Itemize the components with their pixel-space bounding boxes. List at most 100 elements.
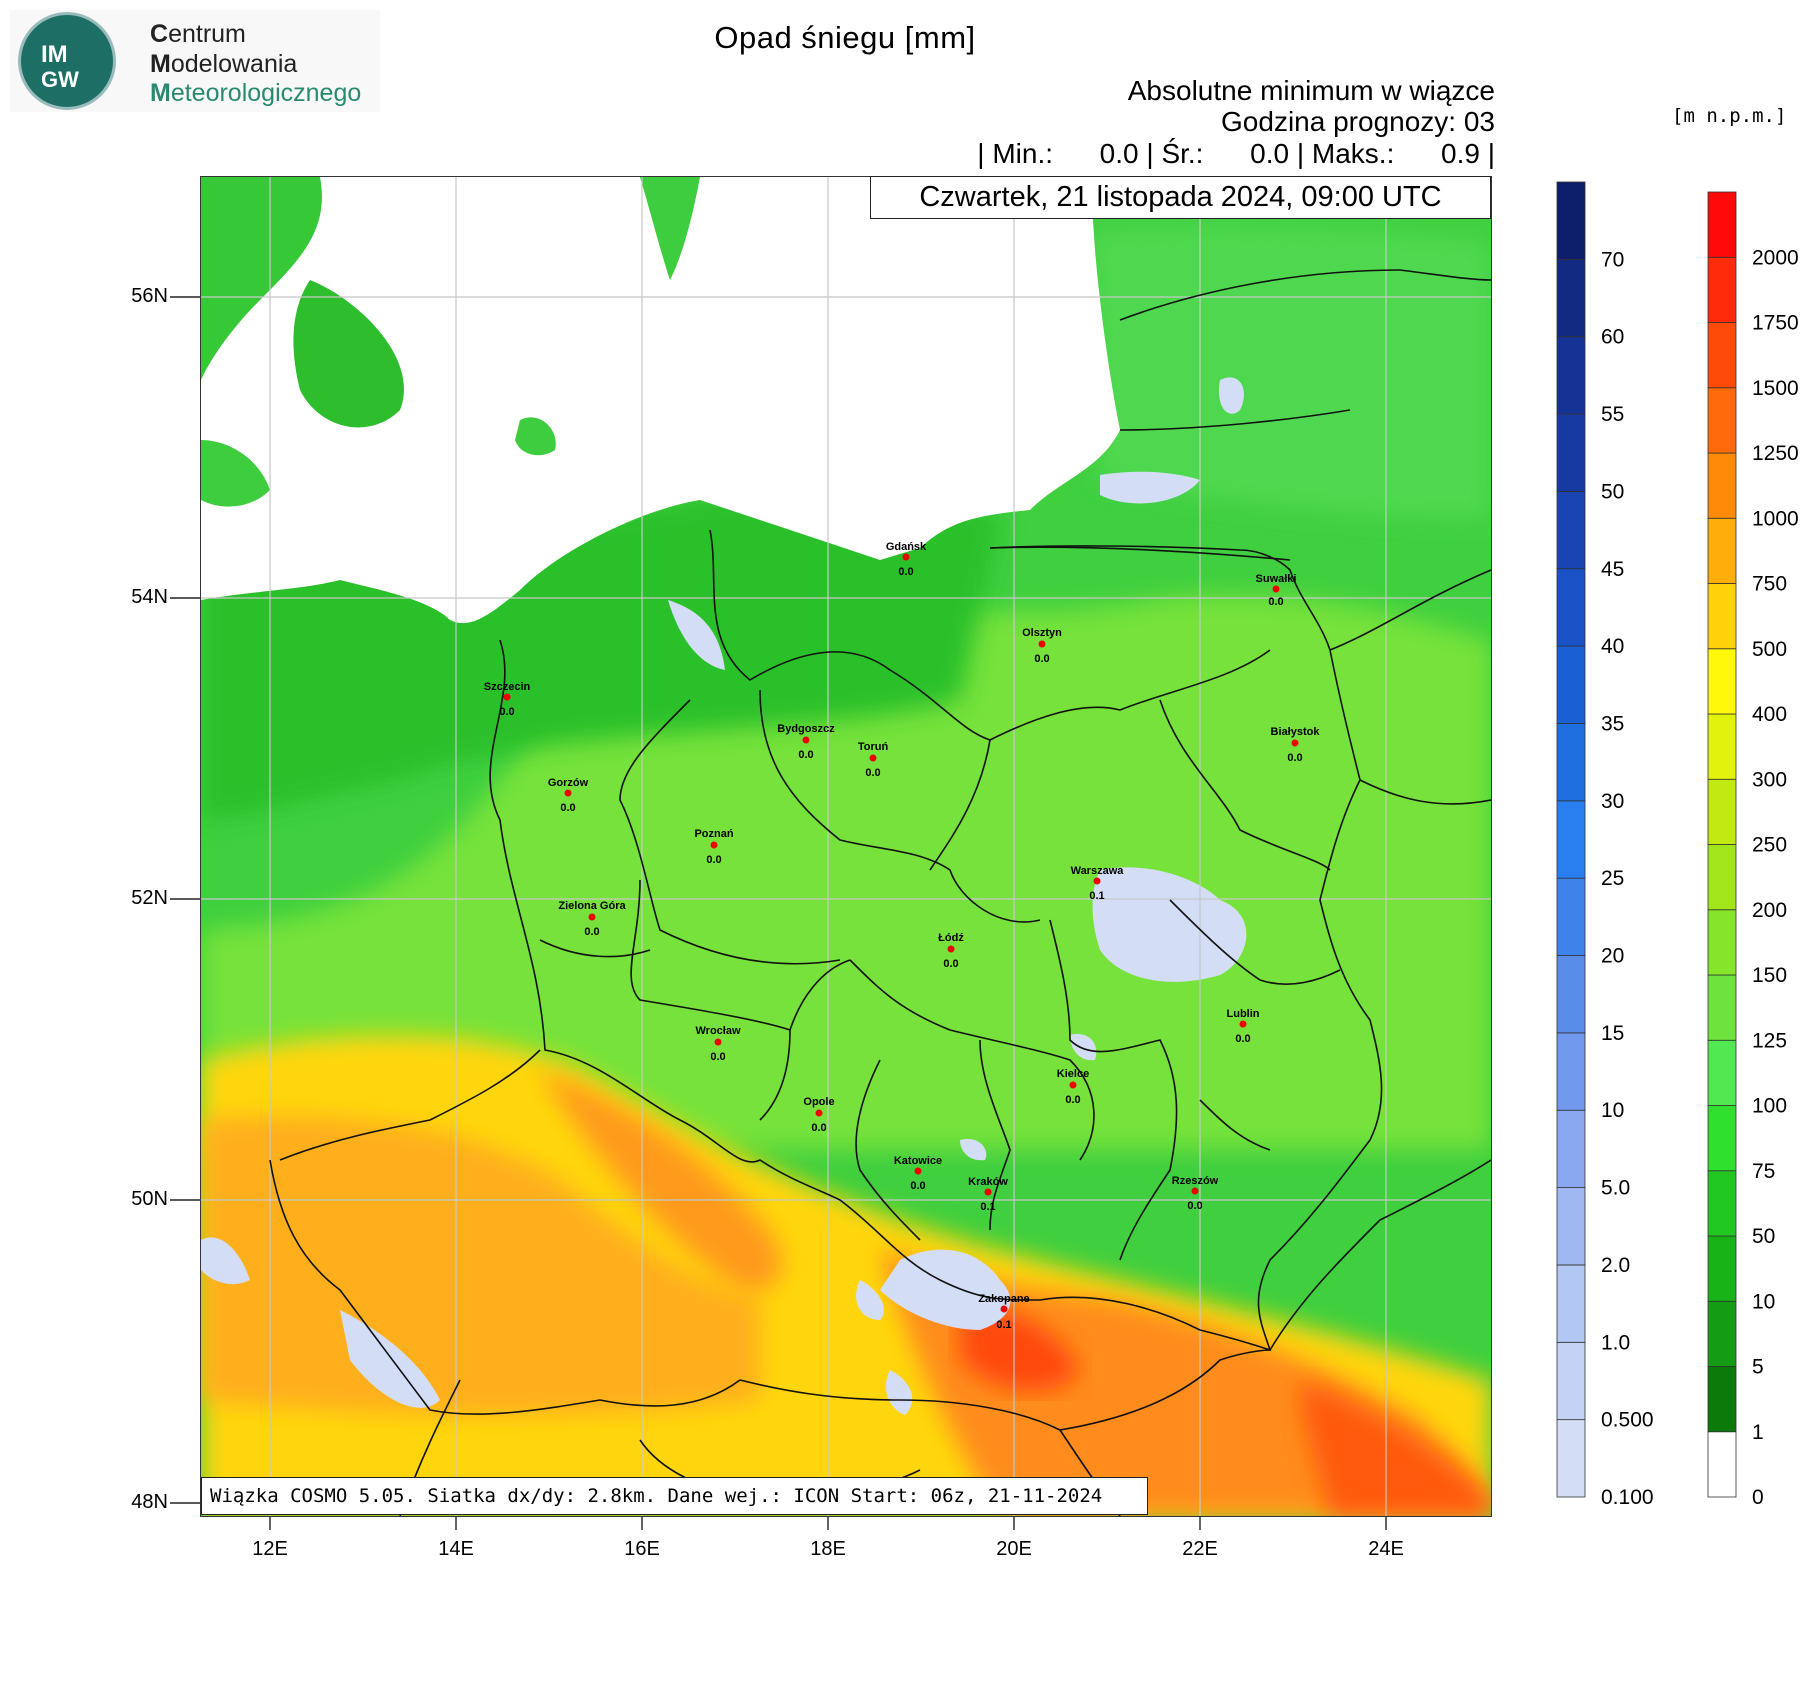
city-wroclaw: Wrocław 0.0 bbox=[695, 1025, 740, 1063]
lat-label: 48N bbox=[131, 1491, 168, 1513]
elevation-swatch bbox=[1707, 1431, 1737, 1498]
precip-swatch bbox=[1556, 1187, 1586, 1266]
city-name: Zielona Góra bbox=[558, 900, 626, 912]
elevation-label: 300 bbox=[1752, 768, 1787, 791]
precip-label: 40 bbox=[1601, 635, 1624, 658]
lat-label: 54N bbox=[131, 586, 168, 608]
elevation-label: 75 bbox=[1752, 1160, 1775, 1183]
precip-swatch bbox=[1556, 181, 1586, 260]
oland-island bbox=[640, 177, 700, 280]
precip-colorbar: 0.100 0.500 1.0 2.0 5.0 10 15 20 25 30 35 40 45 50 55 6… bbox=[1556, 181, 1654, 1509]
city-name: Lublin bbox=[1227, 1008, 1260, 1020]
lat-label: 52N bbox=[131, 887, 168, 909]
elevation-label: 10 bbox=[1752, 1290, 1775, 1313]
city-name: Poznań bbox=[694, 828, 733, 840]
baltic-states-land bbox=[1090, 225, 1491, 521]
city-gdansk: Gdańsk 0.0 bbox=[886, 541, 927, 578]
city-warszawa: Warszawa 0.1 bbox=[1071, 865, 1125, 902]
elevation-label: 5 bbox=[1752, 1356, 1764, 1379]
elevation-swatch bbox=[1707, 1235, 1737, 1302]
city-poznan: Poznań 0.0 bbox=[694, 828, 733, 866]
axis-ticks bbox=[170, 296, 1387, 1530]
elevation-label: 100 bbox=[1752, 1095, 1787, 1118]
precip-swatch bbox=[1556, 723, 1586, 802]
city-rzeszow: Rzeszów 0.0 bbox=[1172, 1175, 1219, 1212]
city-name: Bydgoszcz bbox=[777, 723, 835, 735]
lon-label: 18E bbox=[810, 1538, 846, 1560]
city-value: 0.0 bbox=[943, 958, 958, 970]
city-gorzow: Gorzów 0.0 bbox=[548, 777, 589, 814]
org-name-line3: Meteorologicznego bbox=[150, 79, 362, 107]
city-name: Zakopane bbox=[978, 1293, 1029, 1305]
city-value: 0.0 bbox=[560, 802, 575, 814]
logo-badge-line2: GW bbox=[41, 67, 79, 92]
elevation-label: 400 bbox=[1752, 703, 1787, 726]
city-value: 0.0 bbox=[910, 1180, 925, 1192]
precip-swatch bbox=[1556, 258, 1586, 338]
elevation-label: 200 bbox=[1752, 899, 1787, 922]
precip-label: 15 bbox=[1601, 1022, 1624, 1045]
precip-swatch bbox=[1556, 1032, 1586, 1111]
precip-label: 55 bbox=[1601, 403, 1624, 426]
elevation-label: 1250 bbox=[1752, 442, 1799, 465]
sweden-south-land bbox=[201, 177, 322, 380]
elevation-swatch bbox=[1707, 256, 1737, 323]
elevation-label: 150 bbox=[1752, 964, 1787, 987]
city-name: Olsztyn bbox=[1022, 627, 1062, 639]
elevation-swatch bbox=[1707, 1170, 1737, 1237]
lat-label: 50N bbox=[131, 1188, 168, 1210]
elevation-swatch bbox=[1707, 713, 1737, 780]
precip-swatch bbox=[1556, 1341, 1586, 1421]
bohemian-highlands bbox=[201, 1116, 760, 1415]
scania-land bbox=[293, 280, 404, 428]
lon-label: 16E bbox=[624, 1538, 660, 1560]
elevation-swatch bbox=[1707, 909, 1737, 976]
city-value: 0.0 bbox=[584, 926, 599, 938]
city-krakow: Kraków 0.1 bbox=[968, 1176, 1008, 1213]
elevation-swatch bbox=[1707, 517, 1737, 584]
precip-swatch bbox=[1556, 1109, 1586, 1188]
city-value: 0.0 bbox=[1034, 653, 1049, 665]
elevation-swatch bbox=[1707, 1105, 1737, 1172]
eastern-carpathians-zone bbox=[1300, 1380, 1491, 1516]
precip-swatch bbox=[1556, 645, 1586, 724]
elevation-swatch bbox=[1707, 322, 1737, 389]
city-value: 0.1 bbox=[996, 1319, 1011, 1331]
imgw-logo: IM GW Centrum Modelowania Meteorologiczn… bbox=[10, 10, 380, 112]
precip-label: 0.500 bbox=[1601, 1409, 1654, 1432]
city-zakopane: Zakopane 0.1 bbox=[978, 1293, 1029, 1331]
graticule bbox=[201, 177, 1491, 1516]
zealand-land bbox=[201, 440, 270, 507]
city-value: 0.0 bbox=[811, 1122, 826, 1134]
elevation-swatch bbox=[1707, 844, 1737, 911]
precip-label: 0.100 bbox=[1601, 1486, 1654, 1509]
elevation-swatch bbox=[1707, 648, 1737, 715]
precip-swatch bbox=[1556, 336, 1586, 415]
map-title: Opad śniegu [mm] bbox=[714, 20, 976, 55]
city-value: 0.0 bbox=[1268, 596, 1283, 608]
elevation-label: 1 bbox=[1752, 1421, 1764, 1444]
lat-label: 56N bbox=[131, 285, 168, 307]
elevation-label: 2000 bbox=[1752, 246, 1799, 269]
valid-date: Czwartek, 21 listopada 2024, 09:00 UTC bbox=[870, 176, 1491, 219]
city-name: Kielce bbox=[1057, 1068, 1089, 1080]
city-value: 0.0 bbox=[865, 767, 880, 779]
city-name: Suwałki bbox=[1256, 573, 1297, 585]
map-layer: Gdańsk 0.0 Suwałki 0.0 Olsztyn 0.0 Szczecin… bbox=[201, 177, 1491, 1516]
elevation-label: 250 bbox=[1752, 834, 1787, 857]
lowland-zone bbox=[201, 588, 1491, 1150]
city-szczecin: Szczecin 0.0 bbox=[484, 681, 531, 718]
sudetes-zone bbox=[540, 1070, 782, 1292]
elevation-unit-label: [m n.p.m.] bbox=[1672, 105, 1787, 127]
forecast-hour: Godzina prognozy: 03 bbox=[1221, 106, 1495, 137]
map-subtitle: Absolutne minimum w wiązce bbox=[1127, 75, 1495, 106]
city-value: 0.0 bbox=[499, 706, 514, 718]
elevation-label: 500 bbox=[1752, 638, 1787, 661]
city-value: 0.0 bbox=[898, 566, 913, 578]
precip-swatch bbox=[1556, 800, 1586, 879]
lon-label: 24E bbox=[1368, 1538, 1404, 1560]
precip-swatch bbox=[1556, 1264, 1586, 1343]
precip-swatch bbox=[1556, 877, 1586, 956]
lon-label: 22E bbox=[1182, 1538, 1218, 1560]
